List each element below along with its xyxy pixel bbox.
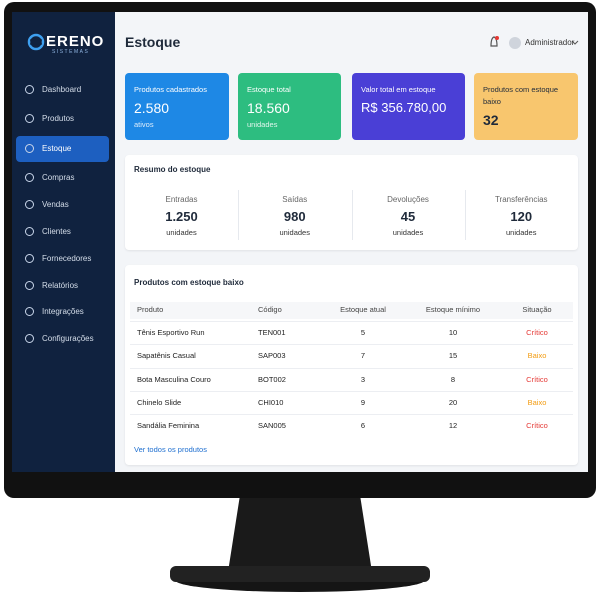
- table-cell: 8: [450, 375, 456, 384]
- table-cell: BOT002: [258, 375, 286, 384]
- summary-value: 1.250: [165, 209, 198, 224]
- column-header: Código: [258, 305, 282, 314]
- section-title: Resumo do estoque: [134, 165, 211, 174]
- table-cell: SAN005: [258, 421, 286, 430]
- view-all-link[interactable]: Ver todos os produtos: [134, 445, 207, 454]
- table-cell: Chinelo Slide: [137, 398, 182, 407]
- nav-icon: [25, 254, 34, 263]
- table-cell: SAP003: [258, 351, 286, 360]
- nav-icon: [25, 227, 34, 236]
- user-menu[interactable]: Administrador: [525, 38, 575, 47]
- nav-icon: [25, 144, 34, 153]
- table-cell: Crítico: [526, 375, 548, 384]
- card-label: Estoque total: [247, 85, 291, 94]
- table-cell: 12: [448, 421, 458, 430]
- row-separator: [130, 321, 573, 322]
- table-header-bg: [130, 302, 573, 319]
- table-cell: Sapatênis Casual: [137, 351, 196, 360]
- nav-item[interactable]: Configurações: [42, 334, 94, 343]
- divider: [464, 190, 466, 240]
- table-cell: Sandália Feminina: [137, 421, 200, 430]
- nav-item[interactable]: Dashboard: [42, 85, 82, 94]
- brand-name: ERENO: [46, 33, 105, 50]
- summary-value: 45: [400, 209, 416, 224]
- summary-unit: unidades: [392, 228, 424, 237]
- nav-icon: [25, 85, 34, 94]
- brand-tagline: SISTEMAS: [52, 49, 90, 55]
- nav-icon: [25, 281, 34, 290]
- summary-unit: unidades: [279, 228, 310, 237]
- summary-value: 120: [510, 209, 533, 224]
- nav-icon: [25, 307, 34, 316]
- page-title: Estoque: [125, 34, 181, 50]
- nav-item[interactable]: Vendas: [42, 200, 69, 209]
- card-unit: ativos: [134, 120, 154, 129]
- nav-item[interactable]: Relatórios: [42, 281, 79, 290]
- section-title: Produtos com estoque baixo: [134, 278, 244, 287]
- nav-icon: [25, 173, 34, 182]
- card-unit: unidades: [247, 120, 278, 129]
- stat-card: [474, 73, 578, 140]
- nav-item[interactable]: Compras: [42, 173, 75, 182]
- card-value: 18.560: [247, 100, 290, 116]
- table-cell: Bota Masculina Couro: [137, 375, 211, 384]
- table-cell: 5: [360, 328, 366, 337]
- column-header: Estoque mínimo: [425, 305, 481, 314]
- table-cell: Crítico: [526, 328, 548, 337]
- column-header: Produto: [137, 305, 164, 314]
- row-separator: [130, 344, 573, 345]
- table-cell: 10: [448, 328, 458, 337]
- nav-icon: [25, 334, 34, 343]
- card-label: Valor total em estoque: [361, 85, 436, 94]
- nav-item[interactable]: Produtos: [42, 114, 75, 123]
- table-cell: 9: [360, 398, 366, 407]
- nav-icon: [25, 200, 34, 209]
- table-cell: CHI010: [258, 398, 284, 407]
- table-cell: 15: [448, 351, 458, 360]
- row-separator: [130, 368, 573, 369]
- table-cell: Baixo: [527, 398, 547, 407]
- table-cell: Tênis Esportivo Run: [137, 328, 205, 337]
- low-stock-panel: [125, 265, 578, 465]
- column-header: Estoque atual: [340, 305, 386, 314]
- table-cell: 6: [360, 421, 366, 430]
- table-cell: TEN001: [258, 328, 286, 337]
- card-value: R$ 356.780,00: [361, 100, 447, 115]
- summary-unit: unidades: [506, 228, 537, 237]
- summary-label: Saídas: [282, 195, 308, 204]
- nav-item[interactable]: Clientes: [42, 227, 71, 236]
- table-cell: 7: [360, 351, 366, 360]
- table-cell: 20: [448, 398, 458, 407]
- nav-item[interactable]: Estoque: [42, 144, 72, 153]
- nav-item[interactable]: Fornecedores: [42, 254, 92, 263]
- stat-card: [352, 73, 465, 140]
- row-separator: [130, 391, 573, 392]
- table-cell: 3: [360, 375, 366, 384]
- row-separator: [130, 414, 573, 415]
- card-value: 2.580: [134, 100, 170, 116]
- card-label: Produtos cadastrados: [134, 85, 207, 94]
- nav-icon: [25, 114, 34, 123]
- summary-value: 980: [283, 209, 306, 224]
- card-label: Produtos com estoque baixo: [483, 85, 559, 106]
- table-cell: Crítico: [526, 421, 548, 430]
- stat-card: [125, 73, 229, 140]
- divider: [351, 190, 353, 240]
- column-header: Situação: [522, 305, 552, 314]
- divider: [238, 190, 240, 240]
- card-value: 32: [483, 112, 499, 128]
- table-cell: Baixo: [527, 351, 547, 360]
- stat-card: [238, 73, 341, 140]
- summary-unit: unidades: [166, 228, 197, 237]
- nav-item[interactable]: Integrações: [42, 307, 84, 316]
- summary-label: Entradas: [165, 195, 198, 204]
- summary-label: Devoluções: [387, 195, 429, 204]
- summary-label: Transferências: [494, 195, 548, 204]
